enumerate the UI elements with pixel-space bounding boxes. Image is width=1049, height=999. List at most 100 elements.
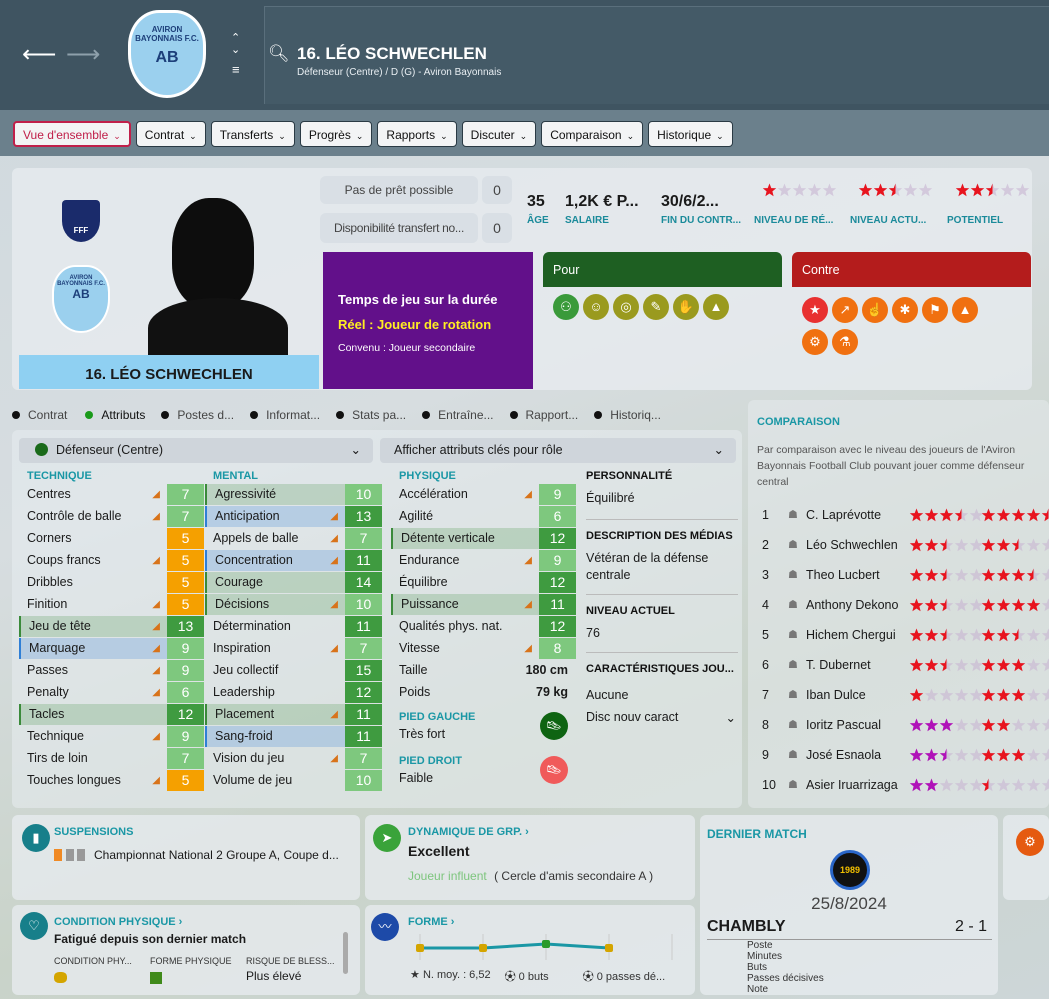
star-empty <box>1015 183 1030 197</box>
tab-0[interactable]: Vue d'ensemble ⌄ <box>13 121 131 147</box>
star-filled <box>1011 688 1026 702</box>
comparison-row[interactable]: 2 ☗ Léo Schwechlen <box>757 535 1049 555</box>
form-point[interactable] <box>479 944 487 952</box>
rank: 4 <box>762 598 769 612</box>
comparison-row[interactable]: 10 ☗ Asier Iruarrizaga <box>757 775 1049 795</box>
attribute-value: 10 <box>345 770 382 791</box>
stars-svg <box>981 628 1049 642</box>
key-attributes-select[interactable]: Afficher attributs clés pour rôle ⌄ <box>380 438 736 463</box>
form-point[interactable] <box>416 944 424 952</box>
star-filled <box>924 538 939 552</box>
right-foot-value: Faible <box>399 771 434 785</box>
bullet-icon <box>250 411 259 419</box>
chevron-down-icon: ⌄ <box>189 131 197 141</box>
form-point[interactable] <box>605 944 613 952</box>
tab-4[interactable]: Rapports ⌄ <box>377 121 457 147</box>
attribute-row: Sang-froid 11 <box>205 726 382 747</box>
star-filled <box>909 688 924 702</box>
chevron-down-icon: ⌄ <box>725 711 736 725</box>
star-empty <box>1026 748 1041 762</box>
menu-icon[interactable]: ≡ <box>232 62 240 77</box>
attribute-value: 7 <box>167 748 204 769</box>
dynamics-title[interactable]: DYNAMIQUE DE GRP. › <box>408 826 529 838</box>
forward-button[interactable]: ⟶ <box>66 41 101 68</box>
star-empty <box>954 688 969 702</box>
star-filled <box>909 538 924 552</box>
condition-title[interactable]: CONDITION PHYSIQUE › <box>54 916 183 928</box>
star-empty <box>969 718 984 732</box>
stars-svg <box>909 628 984 642</box>
star-filled <box>996 538 1011 552</box>
star-empty <box>969 538 984 552</box>
search-icon[interactable]: 🔍︎ <box>268 44 290 63</box>
attribute-row: Penalty ◢ 6 <box>19 682 204 703</box>
condition-panel[interactable] <box>12 905 360 995</box>
back-button[interactable]: ⟵ <box>22 41 57 68</box>
tab-7[interactable]: Historique ⌄ <box>648 121 733 147</box>
star-filled <box>924 748 939 762</box>
scrollbar[interactable] <box>343 932 348 974</box>
rating-label: POTENTIEL <box>947 215 1004 226</box>
comparison-row[interactable]: 8 ☗ Ioritz Pascual <box>757 715 1049 735</box>
comparison-row[interactable]: 3 ☗ Theo Lucbert <box>757 565 1049 585</box>
training-arrow-icon: ◢ <box>330 511 338 522</box>
media-label: DESCRIPTION DES MÉDIAS <box>586 530 733 542</box>
attribute-row: Qualités phys. nat. 12 <box>391 616 576 637</box>
star-filled <box>924 508 939 522</box>
page-title: 16. LÉO SCHWECHLEN <box>297 44 487 63</box>
stars-svg <box>909 598 984 612</box>
comparison-row[interactable]: 9 ☗ José Esnaola <box>757 745 1049 765</box>
comparison-row[interactable]: 5 ☗ Hichem Chergui <box>757 625 1049 645</box>
traits-select[interactable]: Disc nouv caract ⌄ <box>586 710 738 725</box>
attribute-value: 12 <box>539 616 576 637</box>
subtab-6[interactable]: Rapport... <box>509 408 578 422</box>
title-area <box>264 6 1049 104</box>
subtab-5[interactable]: Entraîne... <box>422 408 494 422</box>
subtab-1[interactable]: Attributs <box>85 408 145 422</box>
star-empty <box>954 628 969 642</box>
subtab-0[interactable]: Contrat <box>12 408 67 422</box>
subtab-2[interactable]: Postes d... <box>161 408 234 422</box>
comparison-row[interactable]: 7 ☗ Iban Dulce <box>757 685 1049 705</box>
star-filled <box>981 568 996 582</box>
physique-heading: PHYSIQUE <box>399 470 456 482</box>
attribute-name: Vitesse <box>399 641 440 655</box>
attribute-row: Finition ◢ 5 <box>19 594 204 615</box>
star-icon: ★ <box>410 969 420 981</box>
subtab-3[interactable]: Informat... <box>250 408 320 422</box>
dynamics-panel[interactable] <box>365 815 695 900</box>
form-point[interactable] <box>542 940 550 948</box>
tab-6[interactable]: Comparaison ⌄ <box>541 121 644 147</box>
tab-2[interactable]: Transferts ⌄ <box>210 121 295 147</box>
chevron-down-icon: ⌄ <box>626 131 635 141</box>
attribute-value: 7 <box>345 638 382 659</box>
form-title[interactable]: FORME › <box>408 916 455 928</box>
attribute-value: 14 <box>345 572 382 593</box>
comparison-row[interactable]: 6 ☗ T. Dubernet <box>757 655 1049 675</box>
attribute-name: Anticipation <box>215 509 280 523</box>
role-select[interactable]: Défenseur (Centre) ⌄ <box>19 438 373 463</box>
chevron-down-icon: ⌄ <box>113 131 121 141</box>
whistle-icon: ⚑ <box>922 297 948 323</box>
cone-icon: ▲ <box>703 294 729 320</box>
comparison-row[interactable]: 4 ☗ Anthony Dekono <box>757 595 1049 615</box>
tab-1[interactable]: Contrat ⌄ <box>135 121 206 147</box>
loan-status: Pas de prêt possible <box>320 176 478 204</box>
attribute-name: Finition <box>27 597 68 611</box>
team-icon: ⚇ <box>553 294 579 320</box>
comparison-row[interactable]: 1 ☗ C. Laprévotte <box>757 505 1049 525</box>
cone-gear-icon: ⚙ <box>802 329 828 355</box>
subtab-7[interactable]: Historiq... <box>594 408 661 422</box>
person-icon: ☗ <box>788 569 798 581</box>
attribute-row: Courage 14 <box>205 572 382 593</box>
subtab-4[interactable]: Stats pa... <box>336 408 406 422</box>
key-attributes-value: Afficher attributs clés pour rôle <box>394 443 563 457</box>
tab-label: Historique <box>657 128 712 142</box>
chevron-updown-icon[interactable]: ⌃ ⌄ <box>231 32 241 56</box>
tab-5[interactable]: Discuter ⌄ <box>461 121 537 147</box>
height-row: Taille 180 cm <box>391 660 576 681</box>
bullet-icon <box>85 411 94 419</box>
attribute-name: Volume de jeu <box>213 773 293 787</box>
tab-3[interactable]: Progrès ⌄ <box>299 121 373 147</box>
star-empty <box>954 778 969 792</box>
